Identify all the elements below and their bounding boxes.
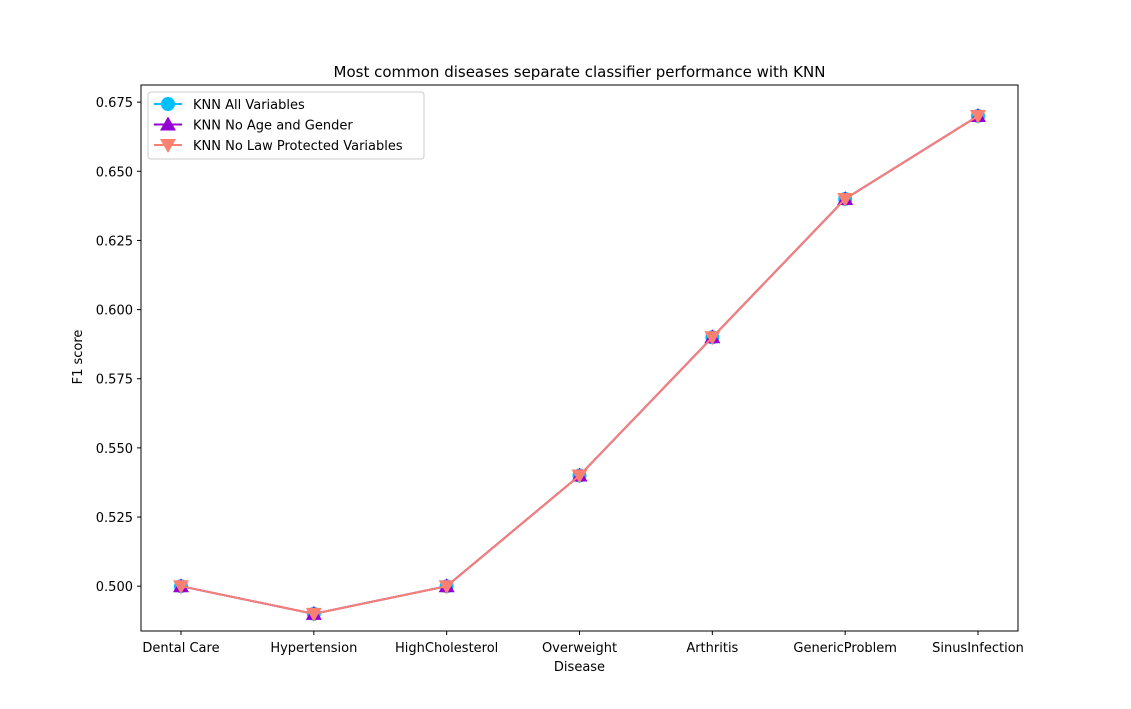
series-3 bbox=[173, 109, 986, 622]
y-tick-label: 0.575 bbox=[96, 373, 133, 388]
x-tick-label: GenericProblem bbox=[793, 641, 897, 656]
series-line bbox=[180, 115, 979, 615]
x-tick-label: Overweight bbox=[542, 641, 617, 656]
y-tick-label: 0.650 bbox=[96, 165, 133, 180]
y-tick-label: 0.600 bbox=[96, 304, 133, 319]
y-tick-label: 0.500 bbox=[96, 580, 133, 595]
y-tick-label: 0.525 bbox=[96, 511, 133, 526]
data-point bbox=[173, 580, 189, 595]
y-tick-label: 0.675 bbox=[96, 96, 133, 111]
legend-marker bbox=[160, 139, 176, 153]
x-tick-label: SinusInfection bbox=[932, 641, 1024, 656]
series-1 bbox=[174, 108, 985, 621]
legend-label: KNN No Age and Gender bbox=[193, 119, 353, 134]
plot-area: Dental Care Hypertension HighCholesterol Ov… bbox=[96, 84, 1024, 656]
legend-item: KNN All Variables bbox=[154, 97, 305, 113]
plot-frame bbox=[140, 84, 1019, 632]
legend-item: KNN No Law Protected Variables bbox=[154, 139, 403, 154]
y-tick-label: 0.550 bbox=[96, 442, 133, 457]
data-point bbox=[970, 109, 986, 124]
data-point bbox=[837, 192, 854, 207]
x-tick-label: Dental Care bbox=[142, 641, 219, 656]
data-point bbox=[571, 469, 588, 484]
legend: KNN All Variables KNN No Age and Gender KN… bbox=[147, 91, 425, 160]
legend-marker bbox=[160, 116, 176, 131]
legend-box bbox=[147, 91, 425, 160]
y-axis-label: F1 score bbox=[71, 330, 86, 385]
y-tick-label: 0.625 bbox=[96, 234, 133, 249]
data-point bbox=[438, 580, 455, 595]
x-tick-label: HighCholesterol bbox=[395, 641, 498, 656]
x-axis-label: Disease bbox=[554, 660, 605, 675]
legend-label: KNN All Variables bbox=[193, 98, 305, 113]
x-tick-label: Arthritis bbox=[686, 641, 738, 656]
series-2 bbox=[173, 107, 986, 620]
legend-label: KNN No Law Protected Variables bbox=[193, 139, 403, 154]
chart-title: Most common diseases separate classifier… bbox=[334, 63, 826, 81]
legend-item: KNN No Age and Gender bbox=[154, 116, 353, 134]
x-tick-label: Hypertension bbox=[270, 641, 357, 656]
data-point bbox=[704, 331, 721, 346]
data-point bbox=[305, 607, 322, 622]
legend-marker bbox=[161, 97, 175, 111]
